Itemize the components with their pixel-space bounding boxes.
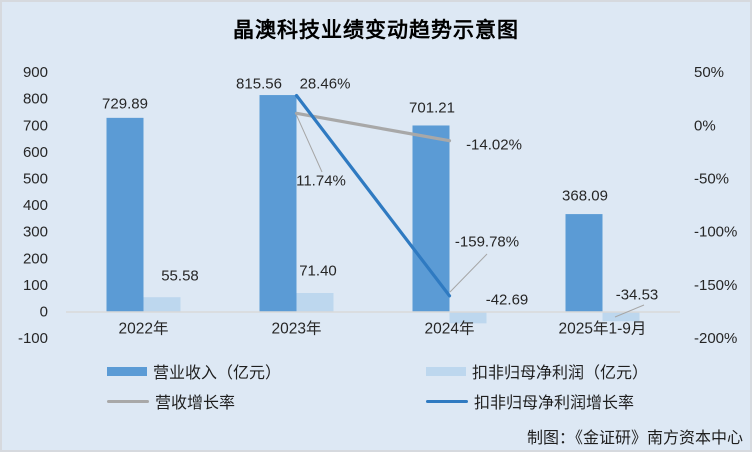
left-axis-tick: 500	[23, 171, 48, 188]
data-label: 815.56	[236, 76, 282, 93]
revenue-growth-line-swatch	[107, 399, 149, 403]
left-axis-tick: -100	[18, 330, 48, 347]
profit-bar-2022年	[143, 297, 181, 312]
data-label: -14.02%	[466, 137, 522, 154]
data-label: 11.74%	[296, 173, 346, 190]
profit-growth-line-swatch	[426, 399, 468, 403]
right-axis-tick: -200%	[694, 330, 737, 347]
credit-text: 制图：《金证研》南方资本中心	[526, 430, 743, 447]
chart-title: 晶澳科技业绩变动趋势示意图	[233, 19, 519, 42]
category-label: 2024年	[425, 320, 475, 338]
left-axis-tick: 200	[23, 250, 48, 267]
data-label: 729.89	[102, 96, 148, 113]
profit-bar-2023年	[296, 293, 334, 312]
left-axis-tick: 800	[23, 91, 48, 108]
category-label: 2025年1-9月	[559, 320, 647, 338]
left-axis-tick: 400	[23, 197, 48, 214]
legend-item-profit-growth: 扣非归母净利润增长率	[426, 391, 635, 412]
revenue-bar-2022年	[106, 117, 144, 312]
leader-line-0	[295, 113, 323, 173]
left-axis-tick: 100	[23, 277, 48, 294]
legend-label: 营业收入（亿元）	[153, 365, 282, 382]
right-axis-tick: 50%	[694, 64, 724, 81]
profit-bar-2025年1-9月	[602, 312, 640, 322]
revenue-bar-2025年1-9月	[565, 214, 603, 312]
data-label: -42.69	[486, 292, 529, 309]
profit-bar-swatch	[426, 366, 466, 376]
data-label: 368.09	[562, 188, 608, 205]
legend-item-revenue: 营业收入（亿元）	[107, 361, 282, 382]
category-label: 2023年	[272, 320, 322, 338]
revenue-growth-line	[294, 111, 452, 143]
data-label: 701.21	[409, 100, 455, 117]
left-axis-tick: 600	[23, 144, 48, 161]
left-axis-tick: 700	[23, 117, 48, 134]
data-label: 71.40	[299, 263, 337, 280]
legend-label: 扣非归母净利润增长率	[474, 395, 635, 412]
category-label: 2022年	[119, 320, 169, 338]
data-label: -159.78%	[455, 234, 519, 251]
left-axis-tick: 0	[40, 304, 48, 321]
revenue-bar-swatch	[107, 366, 147, 376]
revenue-bar-2024年	[412, 125, 450, 312]
leader-line-1	[449, 253, 488, 293]
data-label: 55.58	[161, 268, 199, 285]
right-axis-tick: -150%	[694, 277, 737, 294]
revenue-bar-2023年	[259, 95, 297, 313]
data-label: -34.53	[616, 287, 659, 304]
left-axis-tick: 900	[23, 64, 48, 81]
profit-growth-line	[294, 93, 452, 298]
right-axis-tick: 0%	[694, 117, 716, 134]
right-axis-tick: -50%	[694, 171, 729, 188]
legend-item-revenue-growth: 营收增长率	[107, 391, 236, 412]
left-axis-tick: 300	[23, 224, 48, 241]
legend-label: 营收增长率	[155, 395, 236, 412]
legend-item-profit: 扣非归母净利润（亿元）	[426, 361, 649, 382]
right-axis-tick: -100%	[694, 224, 737, 241]
leader-line-2	[614, 304, 645, 318]
profit-bar-2024年	[449, 312, 487, 324]
data-label: 28.46%	[300, 76, 351, 93]
legend-label: 扣非归母净利润（亿元）	[472, 365, 649, 382]
